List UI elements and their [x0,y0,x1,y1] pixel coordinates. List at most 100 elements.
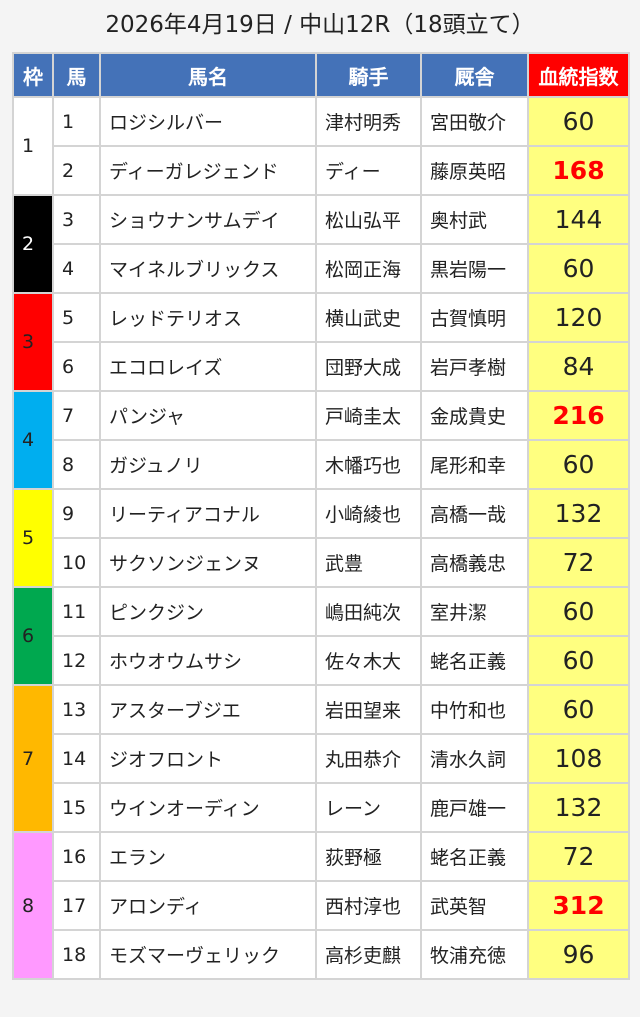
header-waku: 枠 [12,52,54,98]
jockey-name: 武豊 [315,537,422,588]
jockey-name: 横山武史 [315,292,422,343]
frame-cell: 3 [12,292,54,392]
trainer-name: 中竹和也 [420,684,529,735]
horse-name: サクソンジェンヌ [99,537,317,588]
trainer-name: 藤原英昭 [420,145,529,196]
trainer-name: 黒岩陽一 [420,243,529,294]
trainer-name: 金成貴史 [420,390,529,441]
header-name: 馬名 [99,52,317,98]
trainer-name: 高橋一哉 [420,488,529,539]
table-row: 2 3 ショウナンサムデイ 松山弘平 奥村武 144 [12,194,630,294]
frame-cell: 2 [12,194,54,294]
trainer-name: 宮田敬介 [420,96,529,147]
bloodline-index: 216 [527,390,630,441]
horse-name: パンジャ [99,390,317,441]
jockey-name: 戸崎圭太 [315,390,422,441]
header-trainer: 厩舎 [420,52,529,98]
bloodline-index: 60 [527,243,630,294]
trainer-name: 奥村武 [420,194,529,245]
horse-name: ジオフロント [99,733,317,784]
bloodline-index: 84 [527,341,630,392]
bloodline-index: 60 [527,684,630,735]
header-row: 枠 馬 馬名 騎手 厩舎 血統指数 [12,52,630,98]
horse-number: 14 [52,733,101,784]
header-uma: 馬 [52,52,101,98]
horse-name: ロジシルバー [99,96,317,147]
bloodline-index: 72 [527,831,630,882]
bloodline-index: 60 [527,439,630,490]
horse-name: アロンディ [99,880,317,931]
horse-name: レッドテリオス [99,292,317,343]
trainer-name: 岩戸孝樹 [420,341,529,392]
trainer-name: 蛯名正義 [420,635,529,686]
horse-number: 1 [52,96,101,147]
table-row: 6 11 ピンクジン 嶋田純次 室井潔 60 [12,586,630,686]
jockey-name: 佐々木大 [315,635,422,686]
table-row: 3 5 レッドテリオス 横山武史 古賀慎明 120 [12,292,630,392]
trainer-name: 室井潔 [420,586,529,637]
horse-name: ディーガレジェンド [99,145,317,196]
horse-name: ホウオウムサシ [99,635,317,686]
header-index: 血統指数 [527,52,630,98]
table-row: 4 マイネルブリックス 松岡正海 黒岩陽一 60 [13,243,630,294]
frame-cell: 8 [12,831,54,980]
bloodline-index: 168 [527,145,630,196]
horse-number: 2 [52,145,101,196]
horse-name: ウインオーディン [99,782,317,833]
table-row: 7 13 アスターブジエ 岩田望来 中竹和也 60 [12,684,630,833]
bloodline-index: 96 [527,929,630,980]
horse-number: 7 [52,390,101,441]
bloodline-index: 60 [527,586,630,637]
jockey-name: 木幡巧也 [315,439,422,490]
trainer-name: 武英智 [420,880,529,931]
table-row: 12 ホウオウムサシ 佐々木大 蛯名正義 60 [13,635,630,686]
horse-name: ピンクジン [99,586,317,637]
jockey-name: レーン [315,782,422,833]
jockey-name: 西村淳也 [315,880,422,931]
jockey-name: 団野大成 [315,341,422,392]
jockey-name: 小崎綾也 [315,488,422,539]
horse-number: 10 [52,537,101,588]
horse-number: 13 [52,684,101,735]
jockey-name: ディー [315,145,422,196]
horse-name: モズマーヴェリック [99,929,317,980]
bloodline-index: 132 [527,488,630,539]
jockey-name: 岩田望来 [315,684,422,735]
horse-name: アスターブジエ [99,684,317,735]
header-jockey: 騎手 [315,52,422,98]
bloodline-index: 72 [527,537,630,588]
frame-cell: 1 [12,96,54,196]
horse-number: 17 [52,880,101,931]
horse-name: ガジュノリ [99,439,317,490]
jockey-name: 嶋田純次 [315,586,422,637]
table-row: 6 エコロレイズ 団野大成 岩戸孝樹 84 [13,341,630,392]
frame-cell: 5 [12,488,54,588]
bloodline-index: 120 [527,292,630,343]
table-row: 15 ウインオーディン レーン 鹿戸雄一 132 [13,782,630,833]
jockey-name: 丸田恭介 [315,733,422,784]
horse-number: 16 [52,831,101,882]
jockey-name: 荻野極 [315,831,422,882]
bloodline-index: 144 [527,194,630,245]
horse-name: ショウナンサムデイ [99,194,317,245]
jockey-name: 高杉吏麒 [315,929,422,980]
trainer-name: 古賀慎明 [420,292,529,343]
horse-name: リーティアコナル [99,488,317,539]
table-row: 2 ディーガレジェンド ディー 藤原英昭 168 [13,145,630,196]
frame-cell: 4 [12,390,54,490]
trainer-name: 蛯名正義 [420,831,529,882]
horse-number: 9 [52,488,101,539]
race-table: 枠 馬 馬名 騎手 厩舎 血統指数 1 1 ロジシルバー 津村明秀 宮田敬介 60 2 ディー… [12,52,630,980]
frame-cell: 6 [12,586,54,686]
trainer-name: 牧浦充徳 [420,929,529,980]
jockey-name: 松山弘平 [315,194,422,245]
bloodline-index: 60 [527,96,630,147]
table-row: 1 1 ロジシルバー 津村明秀 宮田敬介 60 [12,96,630,196]
horse-number: 5 [52,292,101,343]
page-title: 2026年4月19日 / 中山12R（18頭立て） [105,12,535,38]
horse-name: エコロレイズ [99,341,317,392]
horse-number: 3 [52,194,101,245]
bloodline-index: 132 [527,782,630,833]
trainer-name: 尾形和幸 [420,439,529,490]
table-row: 4 7 パンジャ 戸崎圭太 金成貴史 216 [12,390,630,490]
